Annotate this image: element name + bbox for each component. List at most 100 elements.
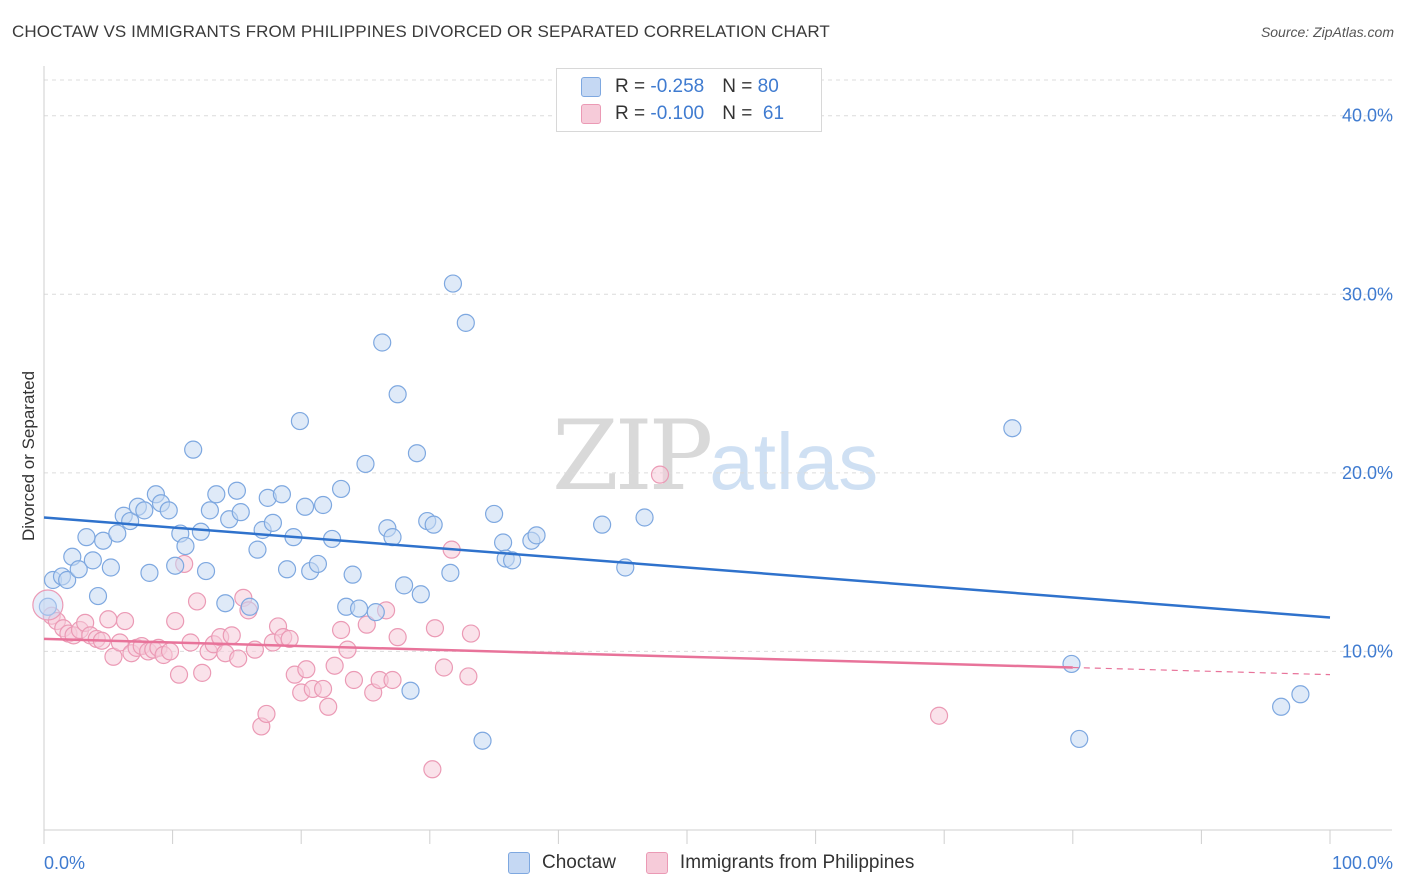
philippines-point xyxy=(434,658,454,677)
choctaw-point xyxy=(240,597,259,616)
choctaw-point xyxy=(227,481,246,500)
choctaw-point xyxy=(424,515,443,534)
choctaw-point xyxy=(1062,654,1081,674)
legend-swatch-pink xyxy=(581,104,601,124)
choctaw-point xyxy=(456,313,475,332)
legend-n-value: 61 xyxy=(757,103,785,124)
philippines-point xyxy=(461,624,481,643)
choctaw-point xyxy=(388,385,407,404)
legend-n-label: N = xyxy=(722,76,758,97)
choctaw-point xyxy=(527,526,546,545)
legend-row-philippines: R = -0.100 N = 61 xyxy=(581,102,784,126)
choctaw-point xyxy=(443,274,463,293)
trend-lines xyxy=(43,516,1331,676)
legend-r-label: R = xyxy=(615,76,651,97)
choctaw-point xyxy=(1291,685,1310,704)
legend-swatch-philippines xyxy=(645,852,668,874)
philippines-point xyxy=(319,697,338,716)
choctaw-point xyxy=(343,565,362,584)
stats-legend: R = -0.258 N = 80 R = -0.100 N = 61 xyxy=(556,68,822,132)
choctaw-point xyxy=(411,585,430,604)
philippines-point xyxy=(325,656,344,675)
philippines-trend-line xyxy=(43,637,1073,669)
legend-swatch-choctaw xyxy=(508,852,530,874)
choctaw-point xyxy=(394,576,414,595)
choctaw-point xyxy=(635,508,654,527)
choctaw-point xyxy=(401,681,420,700)
philippines-point xyxy=(425,619,445,638)
philippines-points xyxy=(42,465,949,779)
choctaw-point xyxy=(176,536,195,556)
legend-r-value: -0.100 xyxy=(650,103,705,124)
choctaw-point xyxy=(200,501,219,520)
choctaw-point xyxy=(184,440,203,459)
choctaw-point xyxy=(313,495,333,515)
choctaw-point xyxy=(207,485,226,504)
philippines-point xyxy=(166,611,185,631)
philippines-point xyxy=(383,670,402,690)
choctaw-point xyxy=(69,560,88,579)
philippines-point xyxy=(187,592,207,611)
series-legend: Choctaw Immigrants from Philippines xyxy=(508,852,914,874)
choctaw-point xyxy=(503,551,522,570)
choctaw-point xyxy=(373,333,392,352)
watermark-zip: ZIP xyxy=(552,400,713,512)
choctaw-point xyxy=(1070,729,1089,749)
philippines-point xyxy=(280,629,299,649)
choctaw-point xyxy=(1003,419,1022,438)
philippines-point xyxy=(297,660,316,679)
axes xyxy=(43,66,1392,844)
philippines-point xyxy=(388,628,407,647)
choctaw-point xyxy=(231,503,250,522)
philippines-point xyxy=(423,760,442,779)
philippines-point xyxy=(357,615,376,634)
legend-row-choctaw: R = -0.258 N = 80 xyxy=(581,75,779,99)
choctaw-point xyxy=(272,485,292,504)
choctaw-point xyxy=(101,558,120,577)
choctaw-point xyxy=(140,563,159,582)
legend-swatch-blue xyxy=(581,77,601,97)
choctaw-point xyxy=(331,479,351,499)
choctaw-point xyxy=(166,556,185,575)
legend-label-choctaw: Choctaw xyxy=(542,852,616,873)
philippines-point xyxy=(338,640,357,659)
zipatlas-watermark: ZIPatlas xyxy=(552,400,878,512)
choctaw-point xyxy=(58,570,77,590)
x-tick-label: 100.0% xyxy=(1332,853,1393,873)
y-tick-label: 30.0% xyxy=(1342,284,1393,304)
choctaw-point xyxy=(159,501,178,520)
philippines-point xyxy=(222,626,241,645)
gridlines xyxy=(44,79,1392,652)
choctaw-point xyxy=(135,501,154,520)
choctaw-point xyxy=(295,497,315,516)
choctaw-point xyxy=(485,504,504,524)
choctaw-point xyxy=(473,731,492,750)
x-tick-label: 0.0% xyxy=(44,853,85,873)
tick-labels: 10.0% 20.0% 30.0% 40.0% 0.0% 100.0% xyxy=(44,106,1393,873)
choctaw-point xyxy=(191,522,210,541)
philippines-trend-extension xyxy=(1072,666,1331,676)
choctaw-point xyxy=(441,563,460,582)
choctaw-point xyxy=(349,599,369,618)
philippines-point xyxy=(650,465,670,484)
y-tick-label: 20.0% xyxy=(1342,463,1393,483)
choctaw-points xyxy=(32,274,1310,750)
philippines-point xyxy=(257,704,276,724)
choctaw-point xyxy=(407,444,427,463)
choctaw-point xyxy=(1272,697,1291,716)
philippines-point xyxy=(313,679,333,699)
philippines-point xyxy=(169,665,189,684)
choctaw-point xyxy=(196,561,216,581)
choctaw-point xyxy=(277,560,297,579)
choctaw-trend-line xyxy=(43,516,1331,619)
philippines-point xyxy=(115,611,135,631)
philippines-point xyxy=(193,663,212,682)
choctaw-point xyxy=(94,531,113,550)
choctaw-point xyxy=(216,594,235,613)
choctaw-point xyxy=(88,586,108,606)
choctaw-point xyxy=(38,597,57,616)
philippines-point xyxy=(229,649,248,668)
philippines-point xyxy=(459,667,478,686)
philippines-point xyxy=(99,610,118,629)
